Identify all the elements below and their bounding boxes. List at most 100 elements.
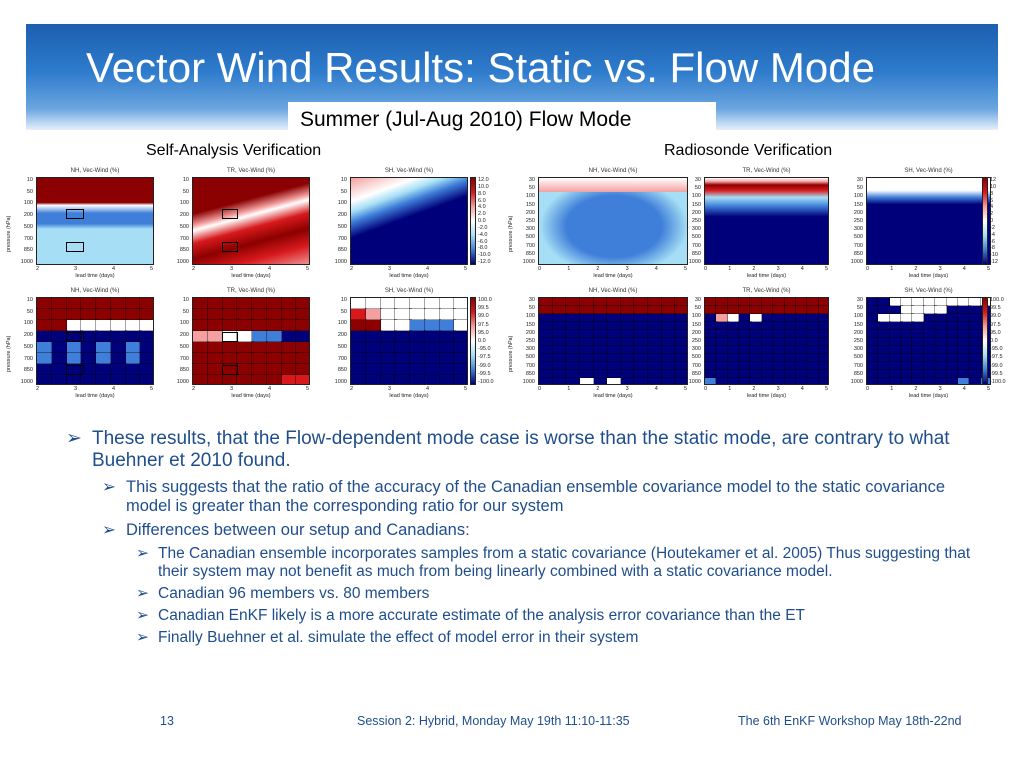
colorbar-tick-label: 10 (990, 183, 997, 190)
significance-cell (606, 377, 623, 384)
y-tick-label: 100 (691, 313, 701, 320)
significance-cell (280, 374, 298, 384)
y-tick-labels: 30 50 100 150 200 250 300 500 700 850 1000 (844, 177, 863, 265)
significance-cell (647, 305, 664, 316)
significance-cell (783, 337, 798, 348)
significance-cell (715, 298, 730, 308)
y-tick-label: 200 (179, 332, 189, 339)
panel-9: NH, Vec-Wind (%) 30 50 100 150 200 250 300 500 70… (508, 288, 696, 402)
significance-cell (236, 352, 254, 366)
significance-cell (578, 353, 596, 364)
x-tick-label: 1 (567, 266, 571, 272)
significance-cell (968, 353, 983, 364)
significance-cell (565, 321, 582, 332)
significance-cell (379, 374, 397, 384)
significance-cell (280, 298, 298, 311)
bullet-arrow-icon: ➢ (102, 521, 116, 539)
significance-cell (794, 369, 809, 380)
significance-cell (738, 337, 752, 348)
significance-cell (877, 298, 892, 308)
panel-title: NH, Vec-Wind (%) (588, 288, 638, 294)
significance-cell (539, 369, 555, 380)
significance-cell (705, 361, 718, 372)
x-tick-label: 2 (596, 266, 600, 272)
colorbar-tick-label: -100.0 (478, 379, 494, 385)
significance-cell (364, 330, 383, 344)
significance-cell (674, 321, 687, 332)
significance-cell (578, 298, 596, 308)
significance-cell (660, 305, 677, 316)
x-tick-label: 4 (654, 266, 658, 272)
significance-cell (453, 319, 467, 333)
significance-cell (551, 321, 568, 332)
y-tick-label: 500 (853, 234, 863, 241)
significance-cell (705, 337, 718, 348)
bullet-level2: ➢ This suggests that the ratio of the acc… (66, 478, 976, 516)
significance-cell (900, 369, 914, 380)
x-tick-labels: 0 1 2 3 4 5 (704, 266, 829, 274)
significance-cell (565, 329, 582, 340)
colorbar-tick-label: 8.0 (478, 190, 486, 197)
y-tick-label: 50 (182, 188, 189, 195)
significance-cell (705, 369, 718, 380)
colorbar-tick-label: -95.0 (478, 346, 491, 353)
significance-cell (578, 313, 596, 324)
significance-cell (65, 341, 83, 355)
significance-cell (660, 337, 677, 348)
significance-cell (806, 337, 821, 348)
significance-cell (867, 313, 880, 324)
significance-cell (65, 319, 83, 333)
significance-cell (772, 361, 787, 372)
y-tick-label: 1000 (850, 259, 863, 265)
significance-cell (236, 374, 254, 384)
y-tick-label: 700 (691, 362, 701, 369)
significance-cell (236, 363, 254, 377)
panel-title: NH, Vec-Wind (%) (70, 288, 120, 294)
bullet-text: Canadian EnKF likely is a more accurate … (158, 607, 806, 624)
significance-cell (674, 313, 687, 324)
bullet-level3: ➢ Canadian 96 members vs. 80 members (66, 585, 976, 603)
panel-plot (704, 297, 829, 385)
colorbar-tick-label: 99.0 (990, 313, 1001, 320)
significance-cell (911, 361, 926, 372)
bullet-level1: ➢ These results, that the Flow-dependent … (66, 428, 976, 472)
y-tick-label: 700 (525, 242, 535, 249)
significance-cell (660, 353, 677, 364)
significance-cell (705, 345, 718, 356)
significance-cell (934, 361, 949, 372)
contour-field (351, 178, 467, 264)
significance-cell (968, 337, 983, 348)
significance-cell (619, 329, 636, 340)
significance-cell (351, 319, 368, 333)
y-tick-label: 100 (337, 320, 347, 327)
significance-cell (139, 352, 153, 366)
colorbar-tick-label: 95.0 (478, 329, 489, 336)
significance-cell (783, 329, 798, 340)
x-axis-label: lead time (days) (389, 273, 429, 279)
x-axis-label: lead time (days) (746, 273, 787, 279)
significance-cell (295, 308, 309, 322)
significance-cell (726, 345, 741, 356)
y-tick-label: 200 (337, 332, 347, 339)
significance-cell (265, 374, 284, 384)
significance-cell (817, 298, 828, 308)
significance-cell (124, 363, 142, 377)
significance-cell (94, 298, 113, 311)
significance-cell (726, 298, 741, 308)
significance-cell (619, 353, 636, 364)
significance-cell (900, 313, 914, 324)
significance-cell (193, 341, 210, 355)
colorbar-tick-label: 100.0 (478, 297, 492, 303)
significance-cell (783, 298, 798, 308)
significance-cell (749, 298, 764, 308)
significance-cell (968, 298, 983, 308)
colorbar-tick-label: -6 (990, 238, 995, 245)
significance-cell (956, 353, 971, 364)
significance-cell (633, 329, 650, 340)
y-tick-label: 500 (525, 234, 535, 241)
significance-cell (280, 330, 298, 344)
significance-cell (738, 361, 752, 372)
significance-cell (408, 352, 427, 366)
significance-cell (539, 377, 555, 384)
significance-cell (539, 353, 555, 364)
